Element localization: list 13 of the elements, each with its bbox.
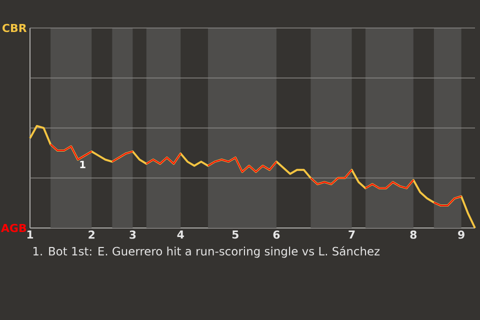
annotation: 1 <box>80 160 86 168</box>
x-tick-label: 1 <box>27 230 34 239</box>
x-tick-label: 2 <box>88 230 94 239</box>
x-tick-label: 7 <box>348 230 355 239</box>
x-tick-label: 4 <box>177 230 184 239</box>
x-tick-label: 5 <box>232 230 238 239</box>
x-tick-label: 8 <box>410 230 417 239</box>
text: CBR <box>2 24 27 32</box>
text: AGB <box>1 224 26 232</box>
x-tick-label: 3 <box>130 230 136 239</box>
text: 1. Bot 1st: E. Guerrero hit a run-scoring single vs L. Sánchez <box>33 246 380 258</box>
x-tick-label: 6 <box>273 230 280 239</box>
x-tick-label: 9 <box>458 230 464 239</box>
